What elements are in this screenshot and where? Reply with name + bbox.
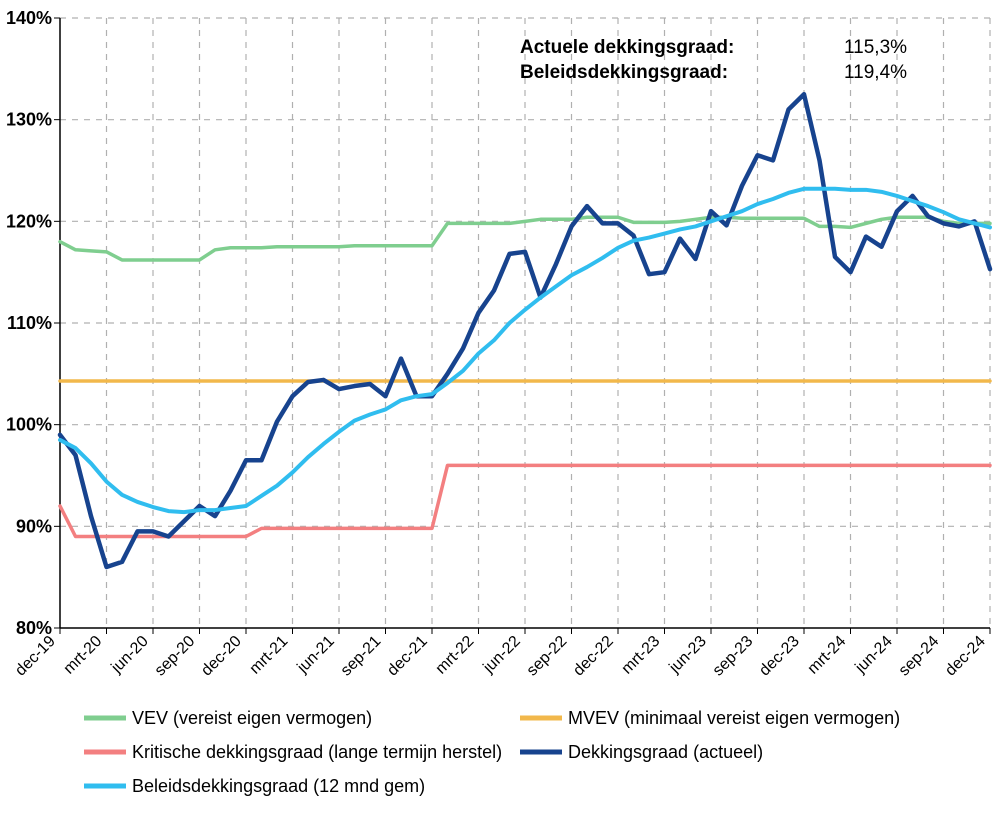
x-axis-label: dec-20 — [198, 633, 245, 680]
x-axis-label: jun-21 — [294, 633, 338, 677]
y-axis-label: 140% — [6, 8, 52, 28]
x-axis-label: dec-23 — [756, 633, 803, 680]
y-axis-label: 90% — [16, 516, 52, 536]
x-axis-label: mrt-20 — [61, 633, 106, 678]
x-axis-label: dec-22 — [570, 633, 617, 680]
x-axis-label: mrt-21 — [247, 633, 292, 678]
chart-svg: 80%90%100%110%120%130%140%dec-19mrt-20ju… — [0, 0, 1002, 813]
dekkingsgraad-chart: 80%90%100%110%120%130%140%dec-19mrt-20ju… — [0, 0, 1002, 813]
x-axis-label: jun-23 — [666, 633, 710, 677]
y-axis-label: 130% — [6, 110, 52, 130]
x-axis-label: sep-22 — [524, 633, 571, 680]
annotation-label: Beleidsdekkingsgraad: — [520, 62, 728, 83]
y-axis-label: 120% — [6, 211, 52, 231]
x-axis-label: jun-20 — [108, 633, 152, 677]
x-axis-label: dec-21 — [384, 633, 431, 680]
x-axis-label: sep-21 — [338, 633, 385, 680]
legend-label: MVEV (minimaal vereist eigen vermogen) — [568, 708, 900, 728]
x-axis-label: sep-23 — [710, 633, 757, 680]
x-axis-label: jun-22 — [480, 633, 524, 677]
legend-label: Dekkingsgraad (actueel) — [568, 742, 763, 762]
x-axis-label: mrt-22 — [433, 633, 478, 678]
annotation-label: Actuele dekkingsgraad: — [520, 37, 734, 58]
x-axis-label: mrt-24 — [805, 633, 850, 678]
y-axis-label: 110% — [7, 313, 52, 333]
x-axis-label: sep-24 — [896, 633, 943, 680]
legend-label: Beleidsdekkingsgraad (12 mnd gem) — [132, 776, 425, 796]
x-axis-label: dec-24 — [942, 633, 989, 680]
y-axis-label: 100% — [6, 415, 52, 435]
x-axis-label: jun-24 — [852, 633, 896, 677]
x-axis-label: sep-20 — [152, 633, 199, 680]
annotation-value: 115,3% — [844, 37, 907, 58]
legend-label: VEV (vereist eigen vermogen) — [132, 708, 372, 728]
annotation-value: 119,4% — [844, 62, 907, 83]
x-axis-label: mrt-23 — [619, 633, 664, 678]
x-axis-label: dec-19 — [12, 633, 59, 680]
legend-label: Kritische dekkingsgraad (lange termijn h… — [132, 742, 502, 762]
